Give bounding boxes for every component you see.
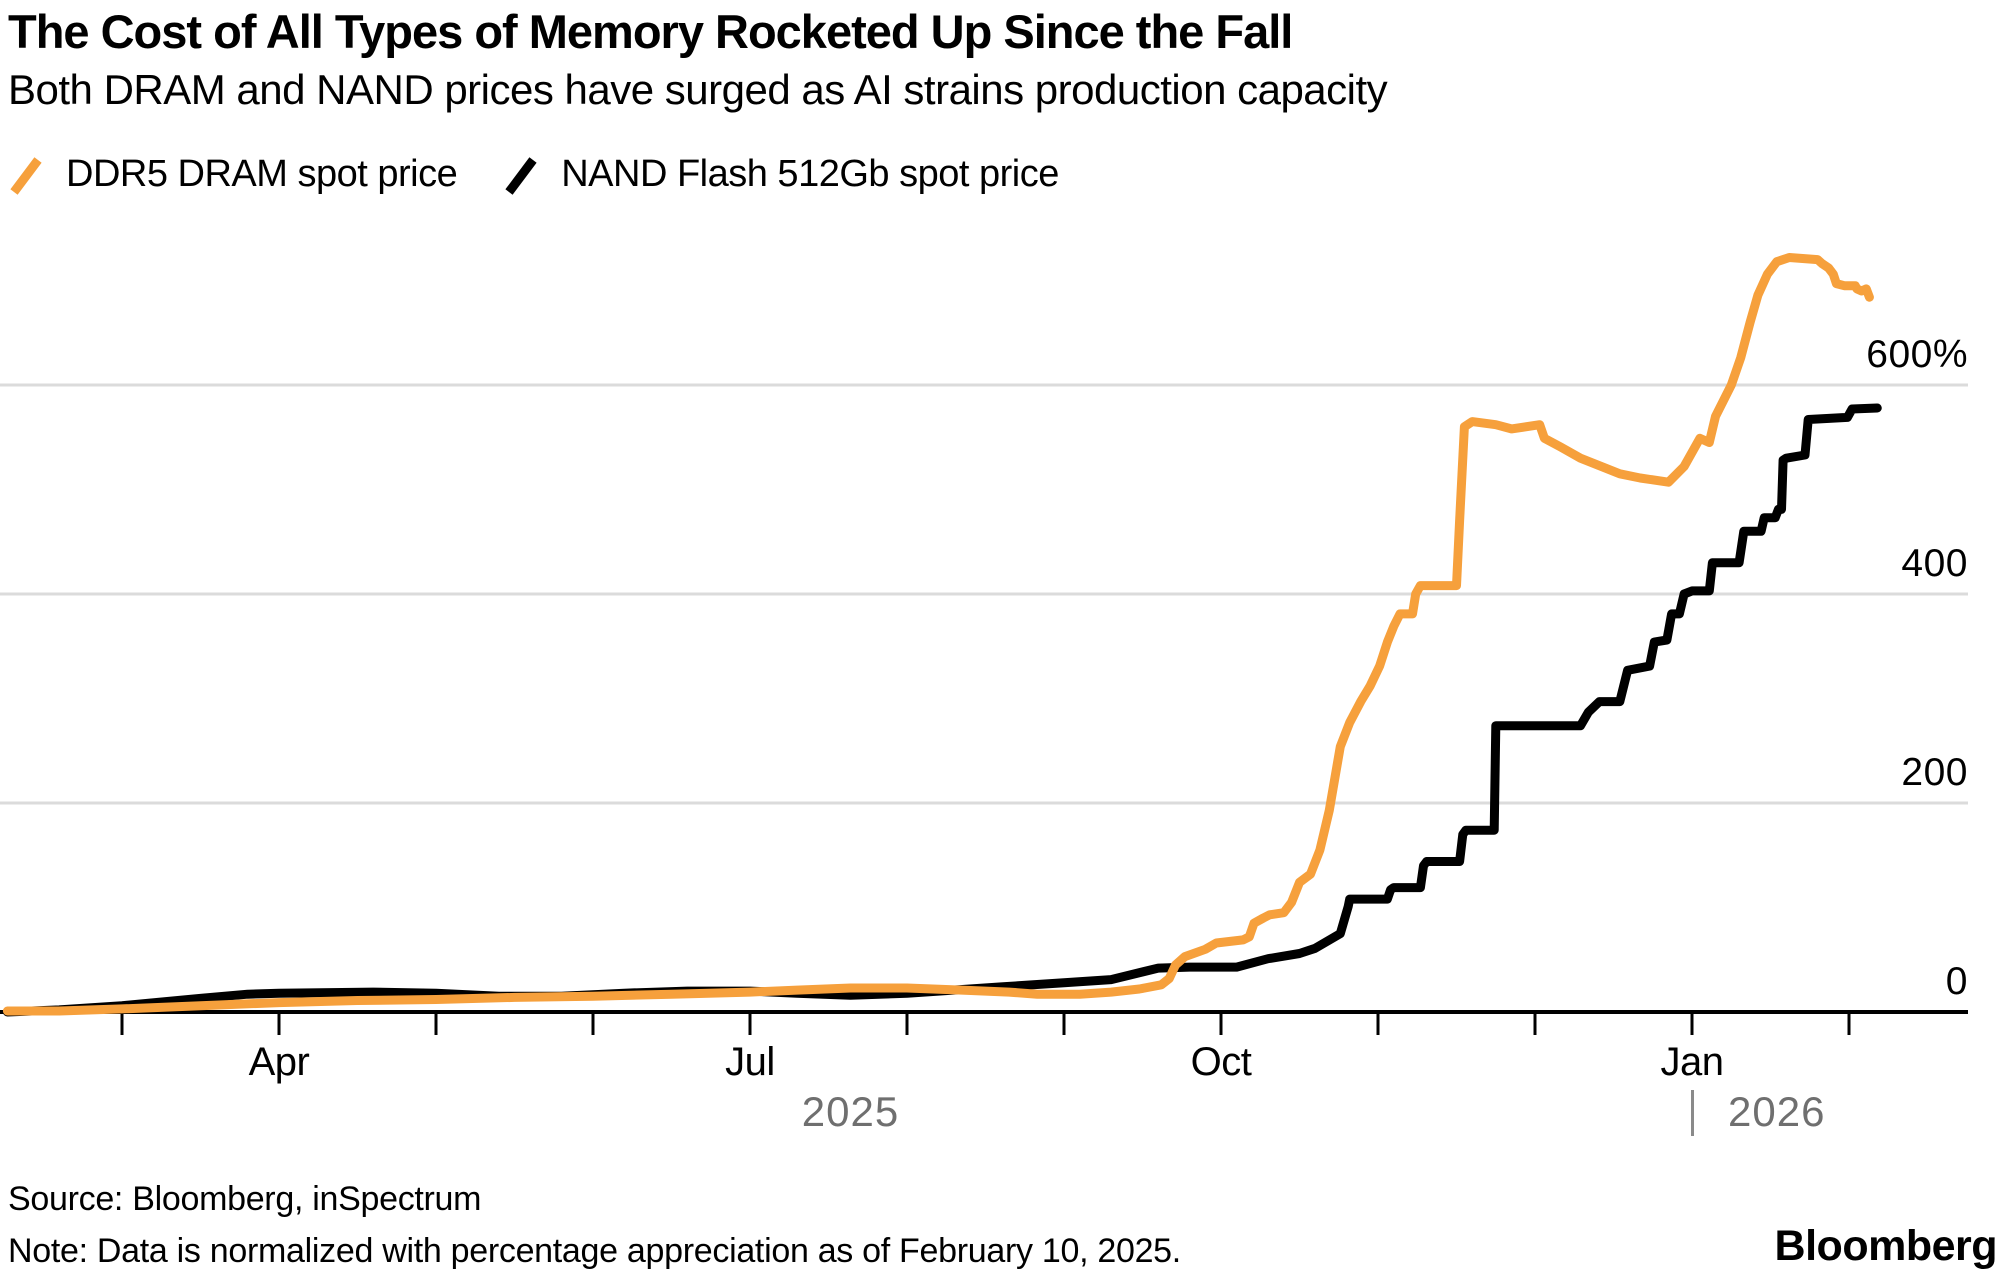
ddr5-dram-line <box>2 253 1874 1016</box>
source-text: Source: Bloomberg, inSpectrum <box>8 1180 482 1218</box>
legend-item-ddr5-dram: DDR5 DRAM spot price <box>8 152 458 196</box>
legend: DDR5 DRAM spot price NAND Flash 512Gb sp… <box>8 152 1059 196</box>
bloomberg-logo: Bloomberg <box>1774 1222 1998 1270</box>
note-text: Note: Data is normalized with percentage… <box>8 1232 1181 1270</box>
black-slash-icon <box>505 157 537 195</box>
chart-title: The Cost of All Types of Memory Rocketed… <box>8 5 1293 58</box>
chart-subtitle: Both DRAM and NAND prices have surged as… <box>8 66 1388 113</box>
legend-label-ddr5-dram: DDR5 DRAM spot price <box>66 152 458 195</box>
legend-item-nand-flash: NAND Flash 512Gb spot price <box>503 152 1059 196</box>
nand-flash-512gb-line <box>2 403 1882 1017</box>
legend-label-nand-flash: NAND Flash 512Gb spot price <box>561 152 1059 195</box>
orange-slash-icon <box>10 157 42 195</box>
